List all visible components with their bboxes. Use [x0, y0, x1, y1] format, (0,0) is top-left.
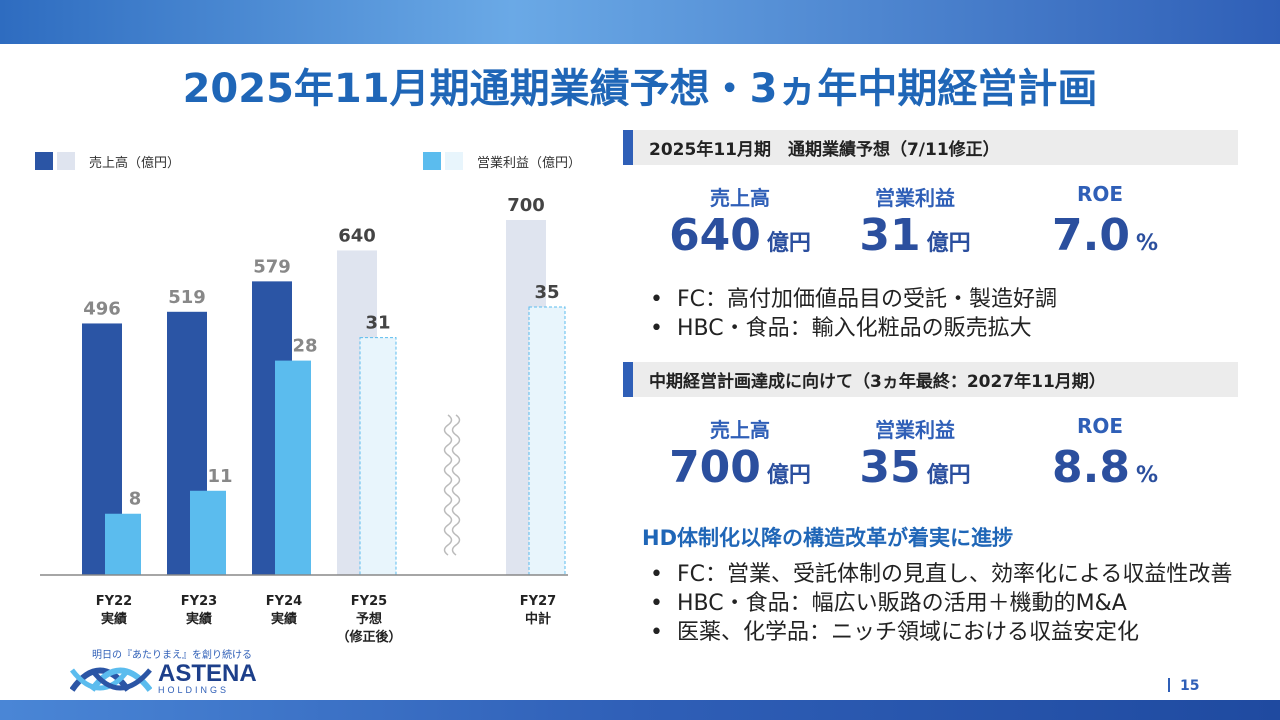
legend-op-profit: 営業利益（億円）: [423, 150, 581, 172]
sales-value-label: 496: [83, 298, 121, 319]
midterm-kpi-sales-value: 700: [669, 442, 761, 493]
sales-value-label: 700: [507, 195, 545, 216]
forecast-bullets: FC：高付加価値品目の受託・製造好調 HBC・食品：輸入化粧品の販売拡大: [650, 285, 1057, 343]
category-label: FY27: [520, 594, 556, 609]
midterm-kpi-sales-unit: 億円: [766, 463, 811, 488]
midterm-kpi-op-value: 35: [859, 442, 921, 493]
midterm-bullet: HBC・食品：幅広い販路の活用＋機動的M&A: [650, 589, 1232, 618]
op-profit-value-label: 31: [365, 313, 390, 334]
category-label: （修正後）: [336, 629, 401, 645]
sales-value-label: 519: [168, 287, 206, 308]
category-label: FY25: [351, 594, 387, 609]
forecast-kpi-roe: 7.0%: [995, 210, 1215, 261]
legend-label-sales: 売上高（億円）: [89, 155, 181, 171]
midterm-kpi-op: 35 億円: [805, 442, 1025, 493]
category-label: 実績: [271, 611, 297, 627]
axis-break-mark: [451, 414, 461, 556]
forecast-kpi-label-sales: 売上高: [710, 186, 770, 210]
op-profit-bar: [275, 360, 311, 575]
page-number: 15: [1168, 678, 1199, 694]
op-profit-bar: [359, 337, 397, 576]
forecast-kpi-sales-unit: 億円: [766, 231, 811, 256]
logo-wordmark: ASTENA: [158, 660, 257, 687]
forecast-bullet: HBC・食品：輸入化粧品の販売拡大: [650, 314, 1057, 343]
midterm-kpi-roe-unit: %: [1135, 463, 1158, 488]
category-label: FY24: [266, 594, 302, 609]
category-label: 実績: [101, 611, 127, 627]
midterm-kpi-sales: 700 億円: [630, 442, 850, 493]
sales-value-label: 640: [338, 225, 376, 246]
category-label: 中計: [525, 611, 551, 627]
midterm-bullet: FC：営業、受託体制の見直し、効率化による収益性改善: [650, 560, 1232, 589]
page-title: 2025年11月期通期業績予想・3ヵ年中期経営計画: [182, 66, 1098, 112]
page-number-value: 15: [1180, 678, 1200, 694]
legend-swatch-sales-plan: [57, 152, 75, 170]
midterm-kpi-label-sales: 売上高: [710, 418, 770, 442]
category-label: FY23: [181, 594, 217, 609]
forecast-kpi-sales-value: 640: [669, 210, 761, 261]
forecast-kpi-roe-value: 7.0: [1052, 210, 1130, 261]
legend-label-op-profit: 営業利益（億円）: [477, 155, 582, 171]
bar-chart: 496 8 519 11 579 28 640 31 700 35 FY22 実績 FY23 実績 FY24…: [40, 195, 568, 645]
midterm-bullets: FC：営業、受託体制の見直し、効率化による収益性改善 HBC・食品：幅広い販路の…: [650, 560, 1232, 647]
op-profit-bar: [528, 306, 566, 576]
forecast-header: 2025年11月期 通期業績予想（7/11修正）: [623, 130, 1238, 165]
legend-swatch-sales-actual: [35, 152, 53, 170]
midterm-subhead: HD体制化以降の構造改革が着実に進捗: [642, 526, 1014, 550]
midterm-kpi-roe-value: 8.8: [1052, 442, 1130, 493]
header-band: [0, 0, 1280, 44]
legend-swatch-op-actual: [423, 152, 441, 170]
forecast-kpi-label-roe: ROE: [1076, 182, 1124, 206]
forecast-kpi-op: 31 億円: [805, 210, 1025, 261]
op-profit-bar: [105, 513, 141, 575]
axis-break-mark: [443, 414, 453, 556]
category-label: FY22: [96, 594, 132, 609]
op-profit-value-label: 8: [129, 489, 142, 510]
page-number-divider: [1168, 678, 1170, 692]
forecast-kpi-op-value: 31: [859, 210, 921, 261]
legend-sales: 売上高（億円）: [35, 150, 180, 172]
midterm-kpi-label-op: 営業利益: [875, 418, 955, 442]
forecast-kpi-label-op: 営業利益: [875, 186, 955, 210]
op-profit-value-label: 35: [534, 282, 559, 303]
sales-value-label: 579: [253, 256, 291, 277]
company-tagline: 明日の『あたりまえ』を創り続ける: [92, 650, 252, 661]
midterm-kpi-op-unit: 億円: [926, 463, 971, 488]
forecast-kpi-roe-unit: %: [1135, 231, 1158, 256]
forecast-kpi-op-unit: 億円: [926, 231, 971, 256]
legend-swatch-op-plan: [445, 152, 463, 170]
midterm-bullet: 医薬、化学品：ニッチ領域における収益安定化: [650, 618, 1232, 647]
footer-band: [0, 700, 1280, 720]
forecast-kpi-sales: 640 億円: [630, 210, 850, 261]
op-profit-value-label: 28: [292, 336, 317, 357]
midterm-header: 中期経営計画達成に向けて（3ヵ年最終：2027年11月期）: [623, 362, 1238, 397]
logo-subtext: HOLDINGS: [158, 685, 230, 695]
forecast-bullet: FC：高付加価値品目の受託・製造好調: [650, 285, 1057, 314]
company-logo: ASTENA HOLDINGS: [70, 662, 257, 696]
category-label: 実績: [186, 611, 212, 627]
op-profit-value-label: 11: [207, 466, 232, 487]
op-profit-bar: [190, 490, 226, 575]
midterm-kpi-roe: 8.8%: [995, 442, 1215, 493]
midterm-kpi-label-roe: ROE: [1076, 414, 1124, 438]
category-label: 予想: [356, 611, 382, 627]
astena-logo-icon: [70, 667, 152, 692]
